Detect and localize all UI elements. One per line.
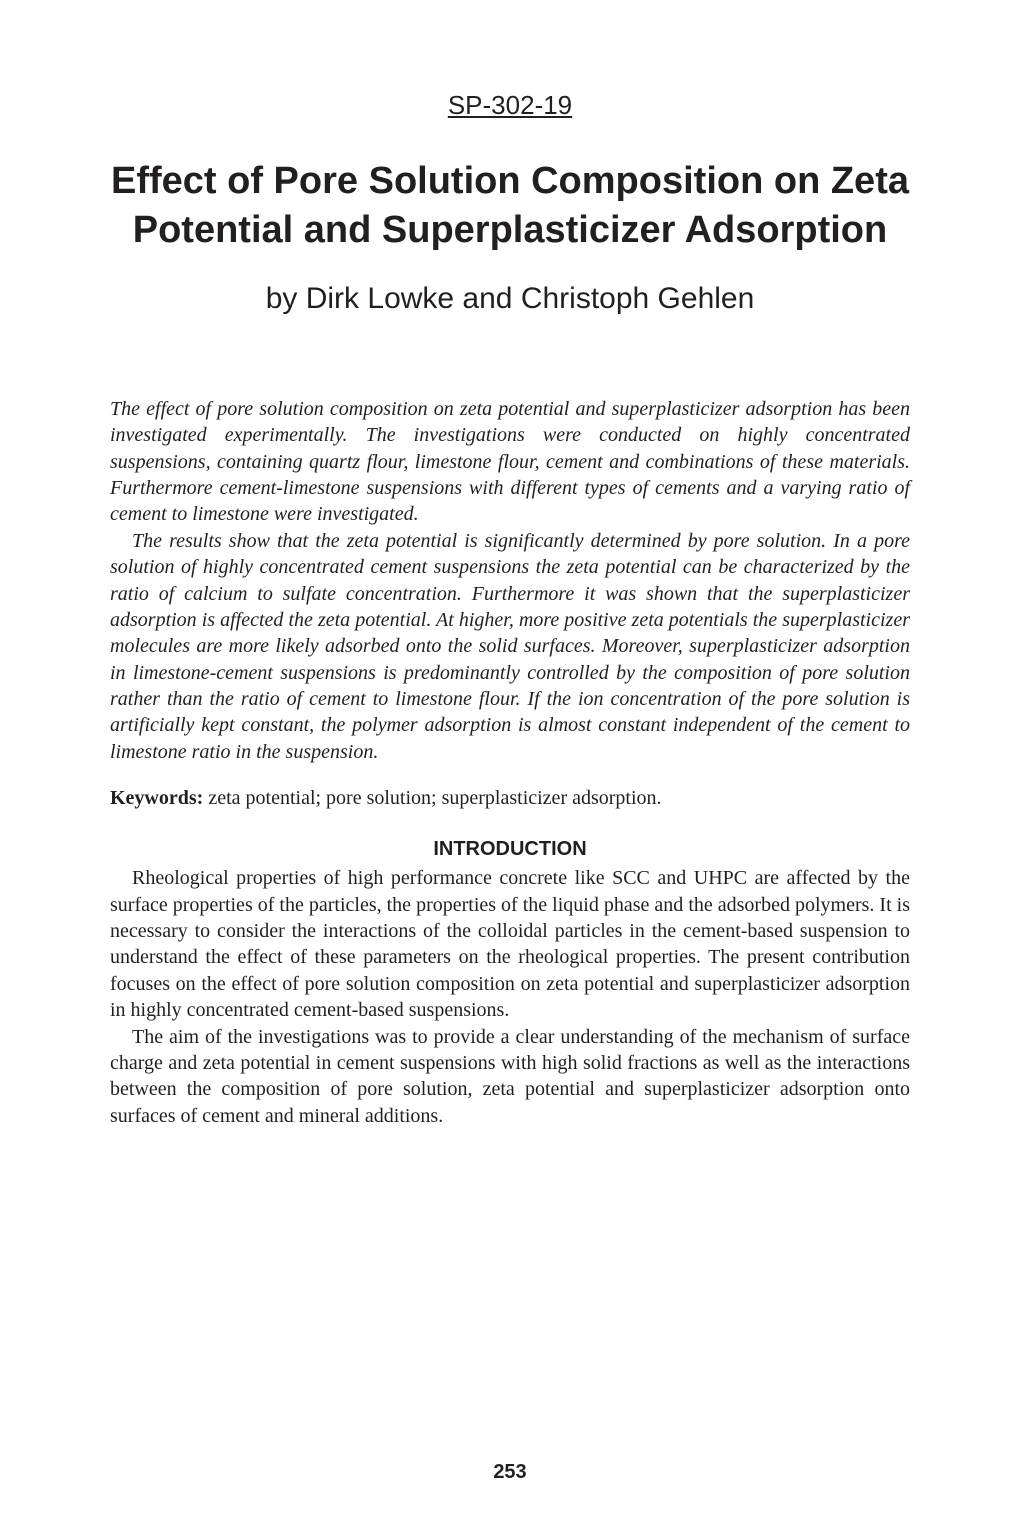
authors-line: by Dirk Lowke and Christoph Gehlen (110, 282, 910, 316)
abstract-paragraph: The effect of pore solution composition … (110, 396, 910, 528)
paper-id: SP-302-19 (110, 90, 910, 121)
body-paragraph: Rheological properties of high performan… (110, 865, 910, 1023)
abstract-paragraph: The results show that the zeta potential… (110, 528, 910, 766)
keywords-text: zeta potential; pore solution; superplas… (203, 787, 661, 809)
paper-title: Effect of Pore Solution Composition on Z… (110, 157, 910, 256)
abstract: The effect of pore solution composition … (110, 396, 910, 765)
page-number: 253 (0, 1461, 1020, 1484)
section-heading: INTRODUCTION (110, 838, 910, 861)
keywords-label: Keywords: (110, 787, 203, 809)
keywords: Keywords: zeta potential; pore solution;… (110, 787, 910, 810)
body-paragraph: The aim of the investigations was to pro… (110, 1024, 910, 1130)
